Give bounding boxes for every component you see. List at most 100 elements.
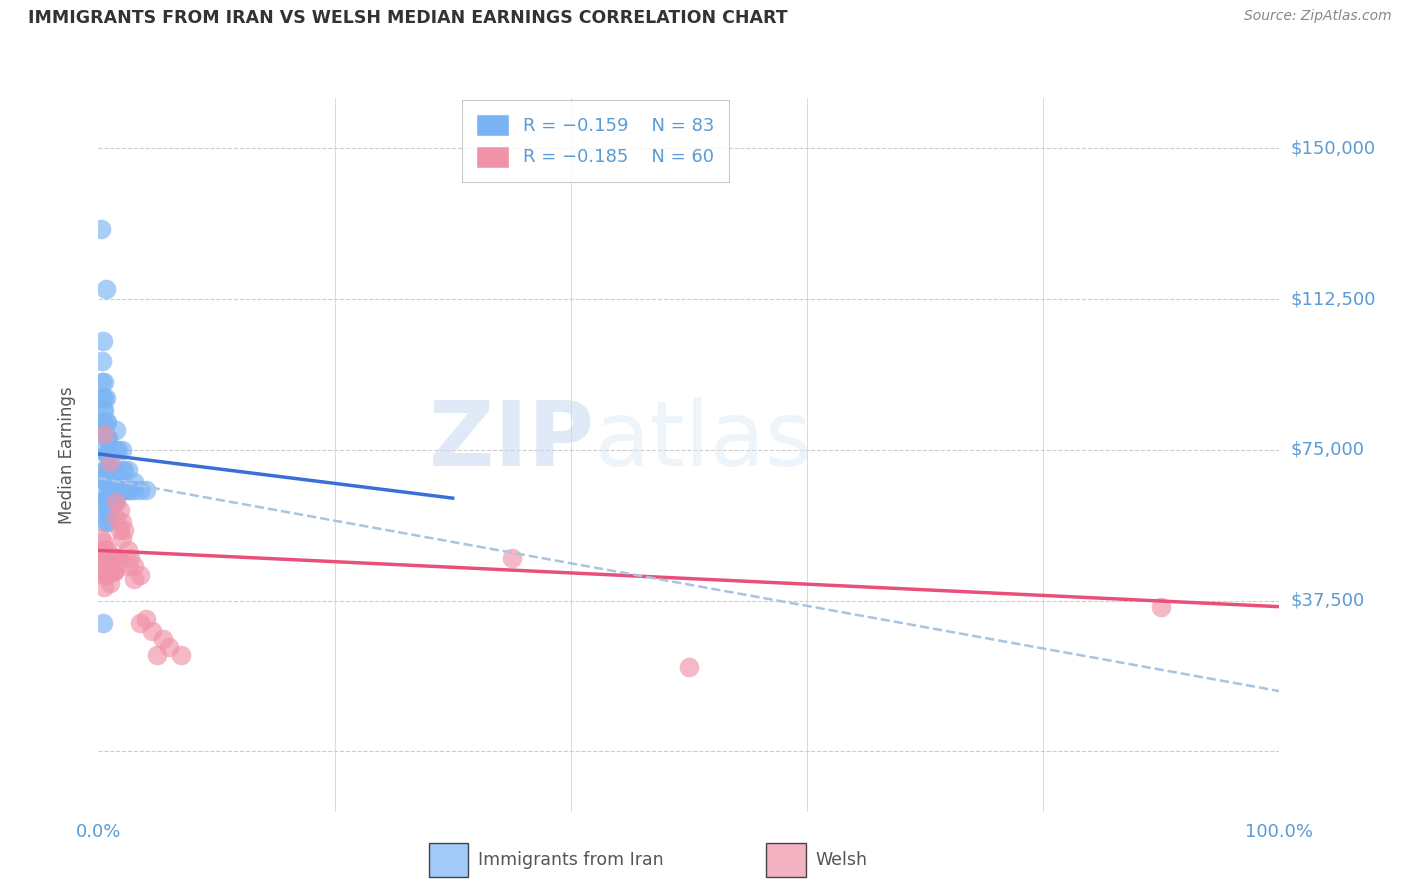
Point <box>104 551 127 566</box>
Point <box>98 463 121 477</box>
Point <box>97 431 120 445</box>
Point <box>91 375 114 389</box>
Point <box>108 551 131 566</box>
Point <box>105 463 128 477</box>
Point <box>96 475 118 489</box>
Point <box>98 475 121 489</box>
Text: $112,500: $112,500 <box>1291 290 1376 308</box>
Point <box>111 463 134 477</box>
Point <box>93 475 115 489</box>
Point <box>93 426 115 441</box>
Point <box>135 612 157 626</box>
Point <box>93 375 115 389</box>
Point <box>91 535 114 549</box>
Point <box>108 483 131 497</box>
Text: Immigrants from Iran: Immigrants from Iran <box>478 851 664 869</box>
Point <box>94 491 117 505</box>
Point <box>94 431 117 445</box>
Point <box>117 463 139 477</box>
Point <box>91 556 114 570</box>
Point <box>98 551 121 566</box>
Point <box>103 495 125 509</box>
Point <box>101 491 124 505</box>
Text: $150,000: $150,000 <box>1291 139 1375 157</box>
Legend: R = −0.159    N = 83, R = −0.185    N = 60: R = −0.159 N = 83, R = −0.185 N = 60 <box>461 100 728 182</box>
Point <box>97 515 120 529</box>
Point <box>91 415 114 429</box>
Point <box>152 632 174 646</box>
Point <box>97 564 120 578</box>
Point <box>107 442 129 457</box>
Point <box>141 624 163 638</box>
Point <box>105 442 128 457</box>
Point <box>91 564 114 578</box>
Point <box>108 524 131 538</box>
Point <box>104 495 127 509</box>
Point <box>98 491 121 505</box>
Point <box>98 463 121 477</box>
Point <box>91 556 114 570</box>
Point <box>96 556 118 570</box>
Point <box>96 447 118 461</box>
Point <box>94 567 117 582</box>
Point <box>93 463 115 477</box>
Point <box>100 491 122 505</box>
Point <box>108 503 131 517</box>
Point <box>97 491 120 505</box>
Point <box>91 402 114 417</box>
Point <box>112 463 135 477</box>
Point <box>100 463 122 477</box>
Point <box>94 475 117 489</box>
Point <box>93 503 115 517</box>
Point <box>120 551 142 566</box>
Point <box>96 463 118 477</box>
Point <box>93 391 115 405</box>
Point <box>96 503 118 517</box>
Point <box>93 423 115 437</box>
Point <box>90 532 112 546</box>
Point <box>97 463 120 477</box>
Text: Welsh: Welsh <box>815 851 868 869</box>
Point <box>120 483 142 497</box>
Point <box>94 556 117 570</box>
Text: $37,500: $37,500 <box>1291 591 1365 609</box>
Point <box>135 483 157 497</box>
Point <box>97 475 120 489</box>
Point <box>96 543 118 558</box>
Point <box>105 483 128 497</box>
Point <box>122 483 145 497</box>
Point <box>98 503 121 517</box>
Point <box>105 495 128 509</box>
Point <box>122 572 145 586</box>
Point <box>103 551 125 566</box>
Text: IMMIGRANTS FROM IRAN VS WELSH MEDIAN EARNINGS CORRELATION CHART: IMMIGRANTS FROM IRAN VS WELSH MEDIAN EAR… <box>28 9 787 27</box>
Point <box>112 524 135 538</box>
Point <box>105 511 128 525</box>
Point <box>111 442 134 457</box>
Point <box>96 491 118 505</box>
Point <box>117 543 139 558</box>
Point <box>111 483 134 497</box>
Point <box>146 648 169 662</box>
Point <box>105 423 128 437</box>
Point <box>128 615 150 630</box>
Point <box>97 447 120 461</box>
Text: $75,000: $75,000 <box>1291 441 1365 458</box>
Point <box>94 282 117 296</box>
Point <box>170 648 193 662</box>
Point <box>91 551 114 566</box>
Point <box>107 551 129 566</box>
Point <box>91 391 114 405</box>
Point <box>96 415 118 429</box>
Point <box>98 564 121 578</box>
Point <box>98 475 121 489</box>
Text: Source: ZipAtlas.com: Source: ZipAtlas.com <box>1244 9 1392 23</box>
Point <box>93 580 115 594</box>
Y-axis label: Median Earnings: Median Earnings <box>58 386 76 524</box>
Point <box>103 483 125 497</box>
Point <box>117 559 139 574</box>
Point <box>93 556 115 570</box>
Point <box>93 543 115 558</box>
Point <box>94 391 117 405</box>
Point <box>96 515 118 529</box>
